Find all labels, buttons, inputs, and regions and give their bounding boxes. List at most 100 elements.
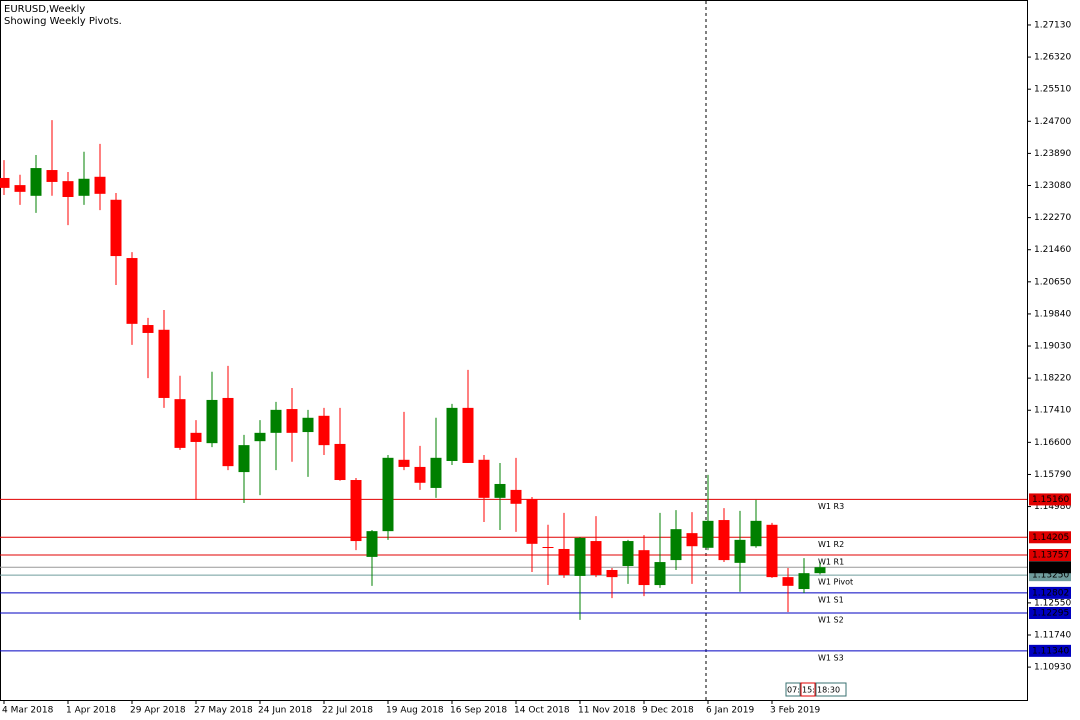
chart-title: EURUSD,Weekly: [4, 4, 85, 15]
candle-body: [798, 573, 810, 590]
y-tick-label: 1.16600: [1034, 438, 1071, 448]
x-tick-label: 11 Nov 2018: [578, 706, 636, 716]
x-tick-label: 9 Dec 2018: [642, 706, 694, 716]
candle-body: [478, 459, 490, 498]
y-tick-label: 1.11740: [1034, 630, 1071, 640]
x-tick-label: 6 Jan 2019: [706, 706, 754, 716]
candle-body: [782, 577, 794, 586]
candle-body: [94, 176, 106, 194]
candle-body: [430, 457, 442, 488]
pivot-price-box: [1029, 644, 1071, 657]
y-tick-label: 1.12550: [1034, 598, 1071, 608]
y-tick-label: 1.15790: [1034, 470, 1071, 480]
timer-box: [785, 682, 801, 697]
x-tick-label: 24 Jun 2018: [258, 706, 312, 716]
pivot-name: W1 S3: [818, 653, 844, 662]
y-tick-label: 1.14980: [1034, 502, 1071, 512]
y-tick-label: 1.19030: [1034, 342, 1071, 352]
candle-body: [158, 329, 170, 398]
candle-body: [62, 181, 74, 197]
y-tick-label: 1.22270: [1034, 213, 1071, 223]
y-tick-label: 1.27130: [1034, 20, 1071, 30]
candle-body: [30, 168, 42, 196]
candle-body: [126, 258, 138, 324]
pivot-price-label: 1.11340: [1032, 646, 1069, 656]
y-tick-label: 1.10930: [1034, 663, 1071, 673]
candle-body: [398, 459, 410, 467]
candle-body: [14, 185, 26, 192]
candle-body: [670, 529, 682, 561]
candle-body: [574, 537, 586, 576]
pivot-price-label: 1.12295: [1032, 608, 1069, 618]
candle-body: [78, 178, 90, 196]
pivot-price-box: [1029, 531, 1071, 544]
timer-label: 18:30: [817, 686, 840, 695]
candle-body: [766, 524, 778, 578]
candle-body: [0, 177, 10, 188]
y-tick-label: 1.20650: [1034, 277, 1071, 287]
candle-body: [750, 520, 762, 547]
pivot-price-label: 1.14205: [1032, 533, 1069, 543]
candle-body: [718, 520, 730, 561]
candle-body: [414, 466, 426, 483]
pivot-price-box: [1029, 549, 1071, 562]
candle-body: [462, 407, 474, 463]
pivot-price-label: 1.13250: [1032, 571, 1069, 581]
plot-frame: [0, 0, 1028, 701]
candle-body: [270, 409, 282, 433]
last-price-label: 1.13450: [1032, 563, 1069, 573]
y-tick-label: 1.23890: [1034, 149, 1071, 159]
candle-body: [606, 569, 618, 578]
timer-label: 15:: [802, 686, 815, 695]
candle-body: [446, 407, 458, 461]
candle-body: [206, 399, 218, 444]
candle-body: [46, 170, 58, 182]
x-tick-label: 3 Feb 2019: [770, 706, 821, 716]
candle-body: [238, 445, 250, 473]
candle-body: [366, 531, 378, 557]
pivot-price-box: [1029, 606, 1071, 619]
candle-body: [190, 432, 202, 442]
y-tick-label: 1.26320: [1034, 53, 1071, 63]
candle-body: [702, 520, 714, 548]
x-tick-label: 4 Mar 2018: [2, 706, 54, 716]
candle-body: [222, 397, 234, 467]
candle-body: [286, 409, 298, 433]
candle-body: [590, 541, 602, 576]
pivot-name: W1 R3: [818, 502, 844, 511]
candle-body: [494, 483, 506, 498]
y-tick-label: 1.24700: [1034, 117, 1071, 127]
candle-body: [542, 546, 554, 548]
y-tick-label: 1.18220: [1034, 374, 1071, 384]
candle-body: [622, 541, 634, 567]
candle-body: [654, 562, 666, 586]
candle-body: [174, 399, 186, 448]
candle-body: [638, 550, 650, 586]
timer-box: [800, 682, 816, 697]
pivot-price-box: [1029, 493, 1071, 506]
chart-subtitle: Showing Weekly Pivots.: [4, 16, 122, 27]
candle-body: [558, 548, 570, 576]
pivot-price-label: 1.13757: [1032, 551, 1069, 561]
candle-body: [686, 533, 698, 547]
x-tick-label: 29 Apr 2018: [130, 706, 186, 716]
pivot-name: W1 S2: [818, 615, 844, 624]
pivot-name: W1 R2: [818, 540, 844, 549]
y-tick-label: 1.23080: [1034, 181, 1071, 191]
candle-body: [350, 480, 362, 542]
candle-body: [382, 457, 394, 532]
candle-body: [318, 415, 330, 446]
pivot-price-label: 1.12802: [1032, 588, 1069, 598]
x-tick-label: 16 Sep 2018: [450, 706, 507, 716]
x-tick-label: 14 Oct 2018: [514, 706, 570, 716]
candle-body: [254, 432, 266, 442]
y-tick-label: 1.21460: [1034, 245, 1071, 255]
x-tick-label: 22 Jul 2018: [322, 706, 373, 716]
x-tick-label: 1 Apr 2018: [66, 706, 116, 716]
x-tick-label: 27 May 2018: [194, 706, 253, 716]
pivot-price-label: 1.15160: [1032, 495, 1069, 505]
candle-body: [110, 199, 122, 257]
last-price-box: [1029, 561, 1071, 574]
